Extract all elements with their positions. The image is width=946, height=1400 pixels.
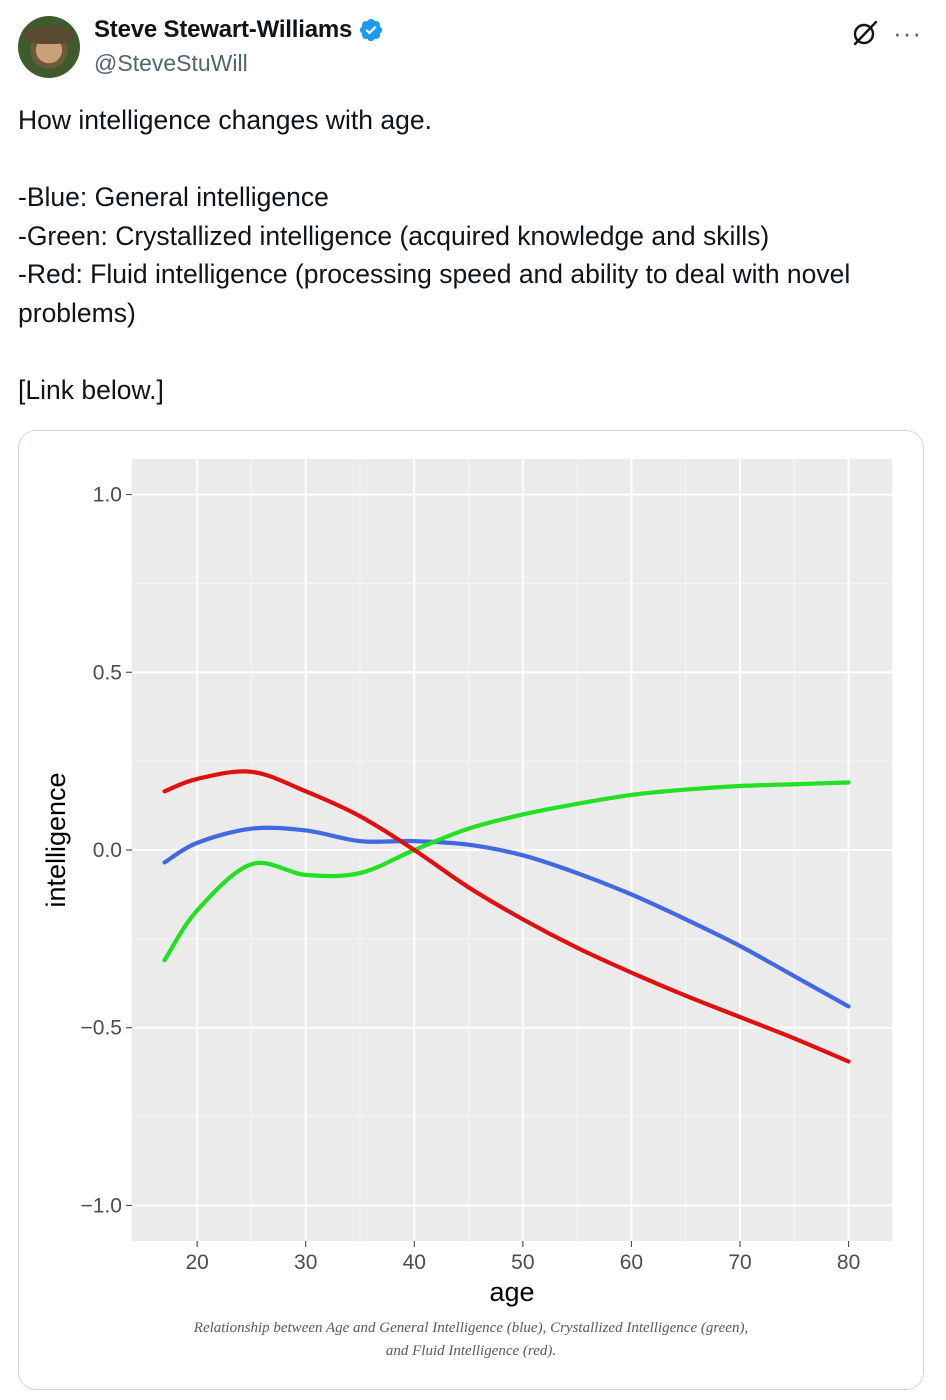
chart-caption-line-2: and Fluid Intelligence (red). (385, 1343, 557, 1359)
hat-decoration (24, 26, 74, 44)
y-tick-label: 1.0 (93, 484, 122, 507)
blue-series-line (162, 825, 851, 1009)
green-series-line (162, 780, 851, 963)
y-tick-label: −0.5 (81, 1017, 122, 1040)
x-tick-label: 70 (728, 1251, 751, 1274)
x-tick-label: 80 (837, 1251, 860, 1274)
x-tick-label: 40 (403, 1251, 426, 1274)
media-card[interactable]: 20 30 40 50 60 70 80 1.0 0.5 0.0 −0.5 −1.0 age intell… (18, 430, 924, 1390)
chart-caption-line-1: Relationship between Age and General Int… (193, 1320, 749, 1336)
y-tick-label: −1.0 (81, 1194, 122, 1217)
author-avatar[interactable] (18, 16, 80, 78)
intelligence-age-chart: 20 30 40 50 60 70 80 1.0 0.5 0.0 −0.5 −1.0 age intell… (41, 459, 892, 1307)
x-tick-label: 20 (185, 1251, 208, 1274)
author-name-row: Steve Stewart-Williams (94, 16, 384, 44)
grok-icon[interactable] (850, 18, 880, 48)
author-name[interactable]: Steve Stewart-Williams (94, 16, 353, 43)
x-axis-title: age (489, 1277, 534, 1307)
y-axis-title: intelligence (41, 772, 71, 907)
chart-caption: Relationship between Age and General Int… (19, 1317, 923, 1363)
y-tick-label: 0.5 (93, 661, 122, 684)
author-handle[interactable]: @SteveStuWill (94, 50, 248, 76)
y-tick-label: 0.0 (93, 839, 122, 862)
x-tick-label: 60 (620, 1251, 643, 1274)
tweet-text: How intelligence changes with age. -Blue… (18, 105, 851, 405)
verified-badge-icon[interactable] (358, 17, 384, 43)
x-tick-label: 30 (294, 1251, 317, 1274)
more-options-icon[interactable]: ··· (893, 18, 922, 48)
x-tick-label: 50 (511, 1251, 534, 1274)
red-series-line (162, 769, 851, 1064)
